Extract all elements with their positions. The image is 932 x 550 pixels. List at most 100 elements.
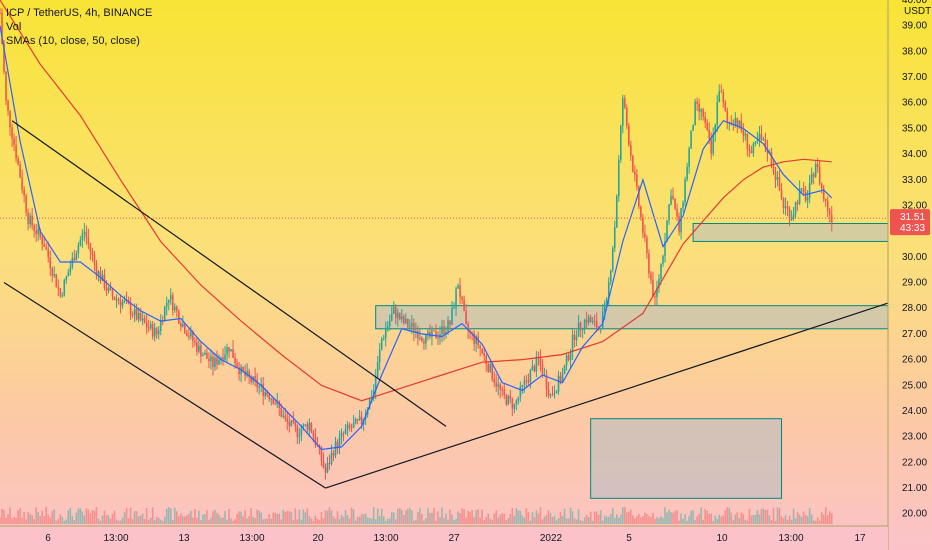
candle-body xyxy=(115,299,118,301)
candle-body xyxy=(270,398,273,400)
candle-body xyxy=(208,358,210,362)
volume-bar xyxy=(360,514,363,524)
candle-body xyxy=(640,206,642,218)
volume-bar xyxy=(421,513,423,524)
candle-body xyxy=(644,233,646,238)
candle-body xyxy=(198,345,200,352)
candle-body xyxy=(601,311,604,329)
volume-bar xyxy=(53,509,56,524)
chart-legend: ICP / TetherUS, 4h, BINANCE Vol SMAs (10… xyxy=(6,6,152,48)
volume-bar xyxy=(664,507,666,524)
candle-body xyxy=(555,391,558,394)
candle-body xyxy=(688,148,690,167)
volume-bar xyxy=(204,514,206,524)
volume-bar xyxy=(356,516,359,524)
volume-bar xyxy=(394,519,397,524)
price-axis: 20.00 21.00 22.00 23.00 24.00 25.00 26.00 27.00… xyxy=(887,0,931,550)
volume-bar xyxy=(103,510,106,524)
volume-bar xyxy=(702,520,704,524)
volume-bar xyxy=(190,510,192,524)
candle-body xyxy=(220,357,222,360)
candle-body xyxy=(413,322,415,333)
volume-bar xyxy=(370,518,373,524)
volume-legend[interactable]: Vol xyxy=(6,21,22,33)
volume-bar xyxy=(507,518,510,524)
volume-bar xyxy=(469,511,471,524)
candle-body xyxy=(407,318,409,327)
candle-body xyxy=(708,130,710,140)
candle-body xyxy=(720,91,723,93)
volume-bar xyxy=(322,518,325,524)
candle-body xyxy=(425,334,427,344)
candle-body xyxy=(342,432,345,434)
candle-body xyxy=(603,303,606,312)
volume-bar xyxy=(712,520,715,524)
candle-body xyxy=(405,318,407,323)
volume-bar xyxy=(49,517,52,524)
time-tick-label: 13:00 xyxy=(103,533,128,544)
candle-body xyxy=(658,278,660,288)
volume-bar xyxy=(268,514,271,524)
candle-body xyxy=(304,424,307,426)
candle-body xyxy=(810,173,813,184)
candle-body xyxy=(352,423,355,428)
sma-legend[interactable]: SMAs (10, close, 50, close) xyxy=(6,35,140,47)
candle-body xyxy=(31,215,33,226)
candle-body xyxy=(29,215,31,225)
candle-body xyxy=(113,296,116,300)
volume-bar xyxy=(288,511,291,524)
candle-body xyxy=(7,100,9,111)
volume-bar xyxy=(489,518,492,524)
candle-body xyxy=(145,322,148,328)
volume-bar xyxy=(83,515,86,524)
volume-bar xyxy=(453,520,455,524)
volume-bar xyxy=(264,518,266,524)
candle-body xyxy=(326,463,329,473)
candle-body xyxy=(55,274,58,287)
candle-body xyxy=(292,420,295,422)
candle-body xyxy=(485,355,487,365)
volume-bar xyxy=(3,510,5,524)
candle-body xyxy=(182,323,184,327)
candle-body xyxy=(724,102,727,111)
candle-body xyxy=(726,110,729,123)
volume-bar xyxy=(399,508,401,524)
volume-bar xyxy=(346,515,349,524)
candle-body xyxy=(573,334,576,340)
candle-body xyxy=(175,306,178,312)
candle-body xyxy=(628,125,630,146)
candle-body xyxy=(630,145,632,156)
candle-body xyxy=(167,299,170,303)
candle-body xyxy=(358,416,361,421)
candle-body xyxy=(314,436,317,445)
volume-bar xyxy=(648,515,650,524)
volume-bar xyxy=(29,514,31,524)
volume-bar xyxy=(17,510,19,524)
candle-body xyxy=(459,285,461,298)
volume-bar xyxy=(403,515,405,524)
volume-bar xyxy=(499,514,502,524)
candle-body xyxy=(519,386,522,398)
volume-bar xyxy=(640,517,642,524)
volume-bar xyxy=(415,519,417,524)
volume-bar xyxy=(300,519,303,524)
volume-bar xyxy=(89,513,92,524)
volume-bar xyxy=(445,513,447,524)
volume-bar xyxy=(427,508,429,524)
candle-body xyxy=(65,276,68,281)
candle-body xyxy=(214,357,216,368)
symbol-title[interactable]: ICP / TetherUS, 4h, BINANCE xyxy=(6,7,153,19)
candle-body xyxy=(547,389,550,396)
volume-bar xyxy=(129,507,132,524)
time-tick-label: 5 xyxy=(626,533,632,544)
volume-bar xyxy=(145,508,148,524)
currency-bg xyxy=(900,4,930,17)
volume-bar xyxy=(425,518,427,524)
candle-body xyxy=(491,363,494,380)
volume-bar xyxy=(125,507,128,524)
candle-body xyxy=(278,401,281,408)
candle-body xyxy=(399,312,401,320)
candle-body xyxy=(770,151,773,167)
volume-bar xyxy=(7,514,9,524)
